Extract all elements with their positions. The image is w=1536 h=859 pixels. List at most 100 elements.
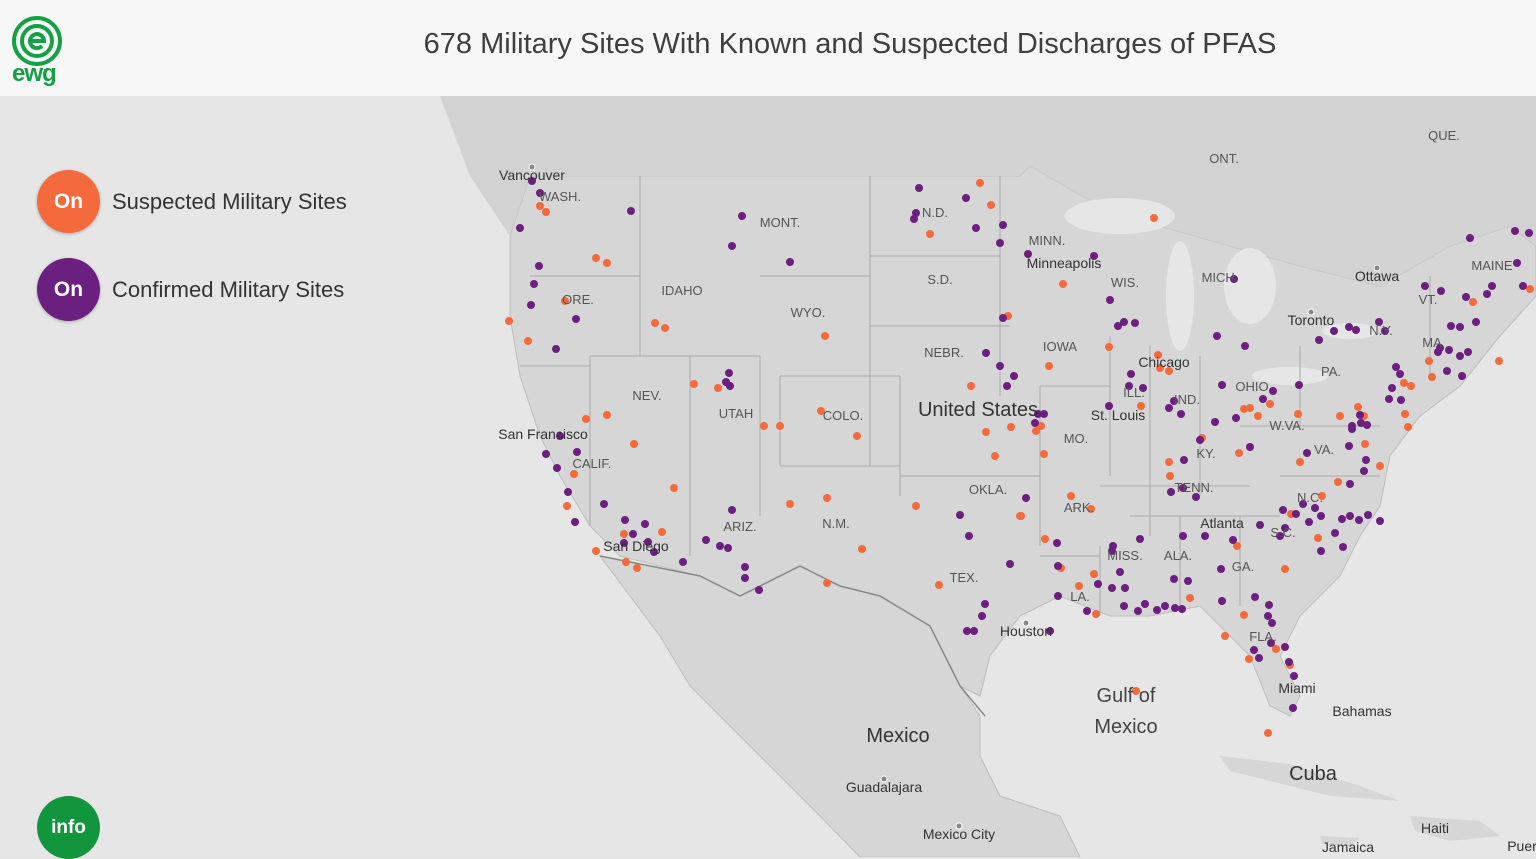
suspected-site-marker[interactable] bbox=[1334, 478, 1342, 486]
confirmed-site-marker[interactable] bbox=[564, 488, 572, 496]
confirmed-site-marker[interactable] bbox=[621, 516, 629, 524]
suspected-site-marker[interactable] bbox=[542, 208, 550, 216]
suspected-site-marker[interactable] bbox=[823, 494, 831, 502]
suspected-site-marker[interactable] bbox=[1401, 410, 1409, 418]
suspected-site-marker[interactable] bbox=[563, 502, 571, 510]
confirmed-site-marker[interactable] bbox=[1356, 411, 1364, 419]
confirmed-site-marker[interactable] bbox=[786, 258, 794, 266]
suspected-site-marker[interactable] bbox=[1132, 687, 1140, 695]
confirmed-site-marker[interactable] bbox=[1251, 593, 1259, 601]
suspected-site-marker[interactable] bbox=[1314, 534, 1322, 542]
suspected-site-marker[interactable] bbox=[592, 254, 600, 262]
suspected-site-marker[interactable] bbox=[1150, 214, 1158, 222]
confirmed-site-marker[interactable] bbox=[600, 500, 608, 508]
confirmed-site-marker[interactable] bbox=[1437, 287, 1445, 295]
suspected-site-marker[interactable] bbox=[603, 411, 611, 419]
confirmed-site-marker[interactable] bbox=[910, 215, 918, 223]
suspected-site-marker[interactable] bbox=[1318, 492, 1326, 500]
confirmed-site-marker[interactable] bbox=[1483, 290, 1491, 298]
suspected-site-marker[interactable] bbox=[690, 380, 698, 388]
confirmed-site-marker[interactable] bbox=[1170, 397, 1178, 405]
confirmed-site-marker[interactable] bbox=[1180, 456, 1188, 464]
confirmed-site-marker[interactable] bbox=[741, 563, 749, 571]
confirmed-site-marker[interactable] bbox=[1034, 410, 1042, 418]
confirmed-site-marker[interactable] bbox=[1153, 606, 1161, 614]
suspected-site-marker[interactable] bbox=[817, 407, 825, 415]
info-button[interactable]: info bbox=[37, 796, 100, 859]
confirmed-site-marker[interactable] bbox=[1519, 282, 1527, 290]
confirmed-site-marker[interactable] bbox=[1053, 539, 1061, 547]
confirmed-site-marker[interactable] bbox=[1464, 348, 1472, 356]
confirmed-site-marker[interactable] bbox=[716, 542, 724, 550]
confirmed-site-marker[interactable] bbox=[1360, 467, 1368, 475]
confirmed-site-marker[interactable] bbox=[1292, 510, 1300, 518]
confirmed-site-marker[interactable] bbox=[1346, 480, 1354, 488]
confirmed-site-marker[interactable] bbox=[1246, 443, 1254, 451]
confirmed-site-marker[interactable] bbox=[1054, 592, 1062, 600]
suspected-site-marker[interactable] bbox=[1154, 351, 1162, 359]
confirmed-site-marker[interactable] bbox=[1303, 449, 1311, 457]
confirmed-site-marker[interactable] bbox=[1265, 601, 1273, 609]
confirmed-site-marker[interactable] bbox=[1024, 250, 1032, 258]
confirmed-site-marker[interactable] bbox=[1397, 396, 1405, 404]
confirmed-site-marker[interactable] bbox=[1201, 532, 1209, 540]
confirmed-site-marker[interactable] bbox=[1456, 352, 1464, 360]
suspected-site-marker[interactable] bbox=[935, 581, 943, 589]
confirmed-site-marker[interactable] bbox=[1447, 322, 1455, 330]
confirmed-site-marker[interactable] bbox=[962, 194, 970, 202]
confirmed-site-marker[interactable] bbox=[571, 518, 579, 526]
confirmed-site-marker[interactable] bbox=[1177, 410, 1185, 418]
confirmed-site-marker[interactable] bbox=[536, 189, 544, 197]
confirmed-site-marker[interactable] bbox=[1256, 521, 1264, 529]
confirmed-site-marker[interactable] bbox=[725, 369, 733, 377]
suspected-site-marker[interactable] bbox=[570, 470, 578, 478]
confirmed-site-marker[interactable] bbox=[972, 224, 980, 232]
confirmed-site-marker[interactable] bbox=[741, 574, 749, 582]
confirmed-site-marker[interactable] bbox=[1355, 516, 1363, 524]
legend-confirmed[interactable]: On Confirmed Military Sites bbox=[37, 258, 344, 321]
confirmed-site-marker[interactable] bbox=[724, 544, 732, 552]
suspected-site-marker[interactable] bbox=[991, 452, 999, 460]
suspected-site-marker[interactable] bbox=[1404, 423, 1412, 431]
confirmed-site-marker[interactable] bbox=[1513, 259, 1521, 267]
suspected-site-marker[interactable] bbox=[1105, 343, 1113, 351]
suspected-site-marker[interactable] bbox=[1240, 611, 1248, 619]
confirmed-site-marker[interactable] bbox=[728, 506, 736, 514]
confirmed-site-marker[interactable] bbox=[1241, 342, 1249, 350]
confirmed-site-marker[interactable] bbox=[1276, 532, 1284, 540]
suspected-site-marker[interactable] bbox=[1246, 404, 1254, 412]
confirmed-site-marker[interactable] bbox=[1170, 575, 1178, 583]
confirmed-site-marker[interactable] bbox=[1121, 584, 1129, 592]
confirmed-site-marker[interactable] bbox=[1171, 604, 1179, 612]
suspected-site-marker[interactable] bbox=[967, 382, 975, 390]
suspected-site-marker[interactable] bbox=[1233, 542, 1241, 550]
confirmed-site-marker[interactable] bbox=[1213, 332, 1221, 340]
suspected-site-marker[interactable] bbox=[1400, 379, 1408, 387]
suspected-site-marker[interactable] bbox=[1281, 565, 1289, 573]
confirmed-site-marker[interactable] bbox=[1456, 323, 1464, 331]
confirmed-site-marker[interactable] bbox=[1317, 512, 1325, 520]
confirmed-site-marker[interactable] bbox=[1109, 542, 1117, 550]
suspected-site-marker[interactable] bbox=[1045, 362, 1053, 370]
confirmed-site-marker[interactable] bbox=[1388, 384, 1396, 392]
suspected-site-marker[interactable] bbox=[1240, 405, 1248, 413]
confirmed-site-marker[interactable] bbox=[1120, 602, 1128, 610]
suspected-site-marker[interactable] bbox=[603, 259, 611, 267]
confirmed-site-marker[interactable] bbox=[1167, 488, 1175, 496]
confirmed-site-marker[interactable] bbox=[1046, 627, 1054, 635]
confirmed-site-marker[interactable] bbox=[1345, 323, 1353, 331]
suspected-site-marker[interactable] bbox=[670, 484, 678, 492]
suspected-site-marker[interactable] bbox=[561, 297, 569, 305]
confirmed-toggle-button[interactable]: On bbox=[37, 258, 100, 321]
suspected-site-marker[interactable] bbox=[1354, 403, 1362, 411]
confirmed-site-marker[interactable] bbox=[1161, 602, 1169, 610]
suspected-site-marker[interactable] bbox=[582, 415, 590, 423]
suspected-site-marker[interactable] bbox=[592, 547, 600, 555]
confirmed-site-marker[interactable] bbox=[1131, 319, 1139, 327]
suspected-site-marker[interactable] bbox=[976, 179, 984, 187]
confirmed-site-marker[interactable] bbox=[970, 627, 978, 635]
confirmed-site-marker[interactable] bbox=[644, 538, 652, 546]
suspected-site-marker[interactable] bbox=[776, 422, 784, 430]
confirmed-site-marker[interactable] bbox=[1525, 229, 1533, 237]
confirmed-site-marker[interactable] bbox=[1165, 404, 1173, 412]
